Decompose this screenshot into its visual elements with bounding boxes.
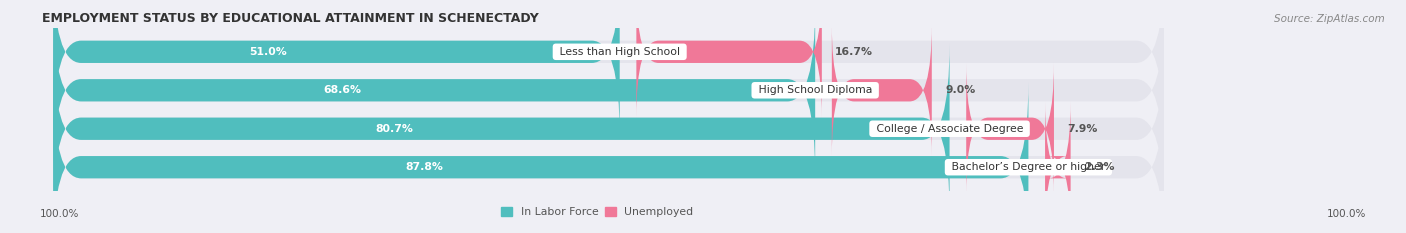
Text: 87.8%: 87.8%	[405, 162, 443, 172]
FancyBboxPatch shape	[53, 44, 949, 214]
FancyBboxPatch shape	[832, 24, 932, 156]
FancyBboxPatch shape	[53, 82, 1028, 233]
Text: 80.7%: 80.7%	[375, 124, 413, 134]
FancyBboxPatch shape	[1045, 101, 1070, 233]
Text: Bachelor’s Degree or higher: Bachelor’s Degree or higher	[948, 162, 1109, 172]
Text: 100.0%: 100.0%	[1327, 209, 1367, 219]
Text: High School Diploma: High School Diploma	[755, 85, 876, 95]
Text: College / Associate Degree: College / Associate Degree	[873, 124, 1026, 134]
Legend: In Labor Force, Unemployed: In Labor Force, Unemployed	[496, 203, 697, 222]
FancyBboxPatch shape	[53, 0, 1164, 137]
Text: Less than High School: Less than High School	[555, 47, 683, 57]
Text: 2.3%: 2.3%	[1084, 162, 1115, 172]
Text: 9.0%: 9.0%	[945, 85, 976, 95]
Text: 16.7%: 16.7%	[835, 47, 873, 57]
FancyBboxPatch shape	[53, 0, 620, 137]
Text: 100.0%: 100.0%	[39, 209, 79, 219]
FancyBboxPatch shape	[53, 5, 1164, 175]
Text: EMPLOYMENT STATUS BY EDUCATIONAL ATTAINMENT IN SCHENECTADY: EMPLOYMENT STATUS BY EDUCATIONAL ATTAINM…	[42, 12, 538, 25]
FancyBboxPatch shape	[966, 63, 1054, 195]
Text: 68.6%: 68.6%	[323, 85, 361, 95]
FancyBboxPatch shape	[53, 44, 1164, 214]
FancyBboxPatch shape	[637, 0, 823, 118]
Text: 7.9%: 7.9%	[1067, 124, 1098, 134]
Text: 51.0%: 51.0%	[250, 47, 287, 57]
FancyBboxPatch shape	[53, 82, 1164, 233]
FancyBboxPatch shape	[53, 5, 815, 175]
Text: Source: ZipAtlas.com: Source: ZipAtlas.com	[1274, 14, 1385, 24]
